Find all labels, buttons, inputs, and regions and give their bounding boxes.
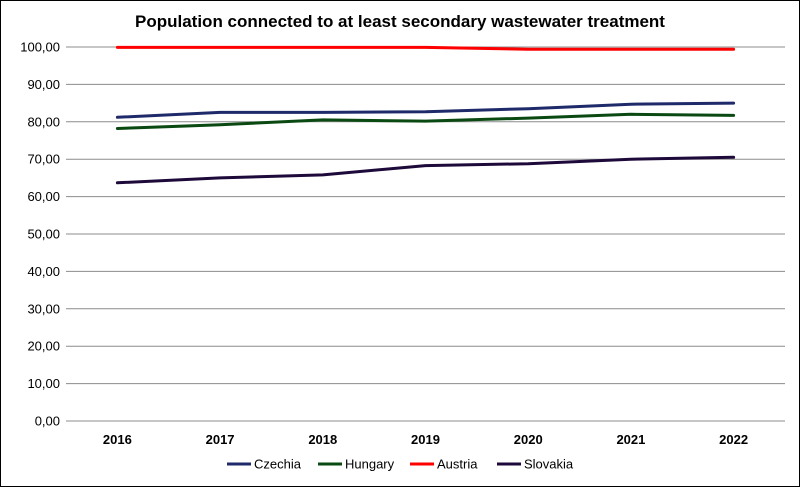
legend-label-hungary: Hungary (345, 457, 395, 472)
y-tick-label: 10,00 (27, 376, 60, 391)
x-tick-label: 2022 (719, 432, 748, 447)
y-tick-label: 20,00 (27, 339, 60, 354)
series-line-austria (115, 45, 736, 51)
x-tick-label: 2019 (411, 432, 440, 447)
y-tick-label: 70,00 (27, 152, 60, 167)
series-line-slovakia (115, 155, 736, 185)
y-tick-label: 60,00 (27, 189, 60, 204)
x-tick-label: 2018 (308, 432, 337, 447)
x-tick-label: 2020 (514, 432, 543, 447)
x-tick-label: 2021 (616, 432, 645, 447)
series-line-czechia (115, 101, 736, 119)
series-line-hungary (115, 112, 736, 130)
x-axis-ticks: 2016 2017 2018 2019 2020 2021 2022 (103, 432, 748, 447)
legend-label-slovakia: Slovakia (524, 457, 574, 472)
legend-label-austria: Austria (437, 457, 478, 472)
y-tick-label: 30,00 (27, 301, 60, 316)
chart-title: Population connected to at least seconda… (135, 12, 665, 31)
y-tick-label: 50,00 (27, 227, 60, 242)
y-axis-ticks: 0,00 10,00 20,00 30,00 40,00 50,00 60,00 70,00 8… (20, 40, 60, 429)
y-tick-label: 90,00 (27, 77, 60, 92)
y-tick-label: 0,00 (35, 414, 60, 429)
y-tick-label: 80,00 (27, 114, 60, 129)
series-lines (115, 45, 736, 185)
x-tick-label: 2016 (103, 432, 132, 447)
y-tick-label: 40,00 (27, 264, 60, 279)
legend: Czechia Hungary Austria Slovakia (227, 457, 574, 472)
x-tick-label: 2017 (206, 432, 235, 447)
legend-label-czechia: Czechia (254, 457, 302, 472)
y-tick-label: 100,00 (20, 40, 60, 55)
